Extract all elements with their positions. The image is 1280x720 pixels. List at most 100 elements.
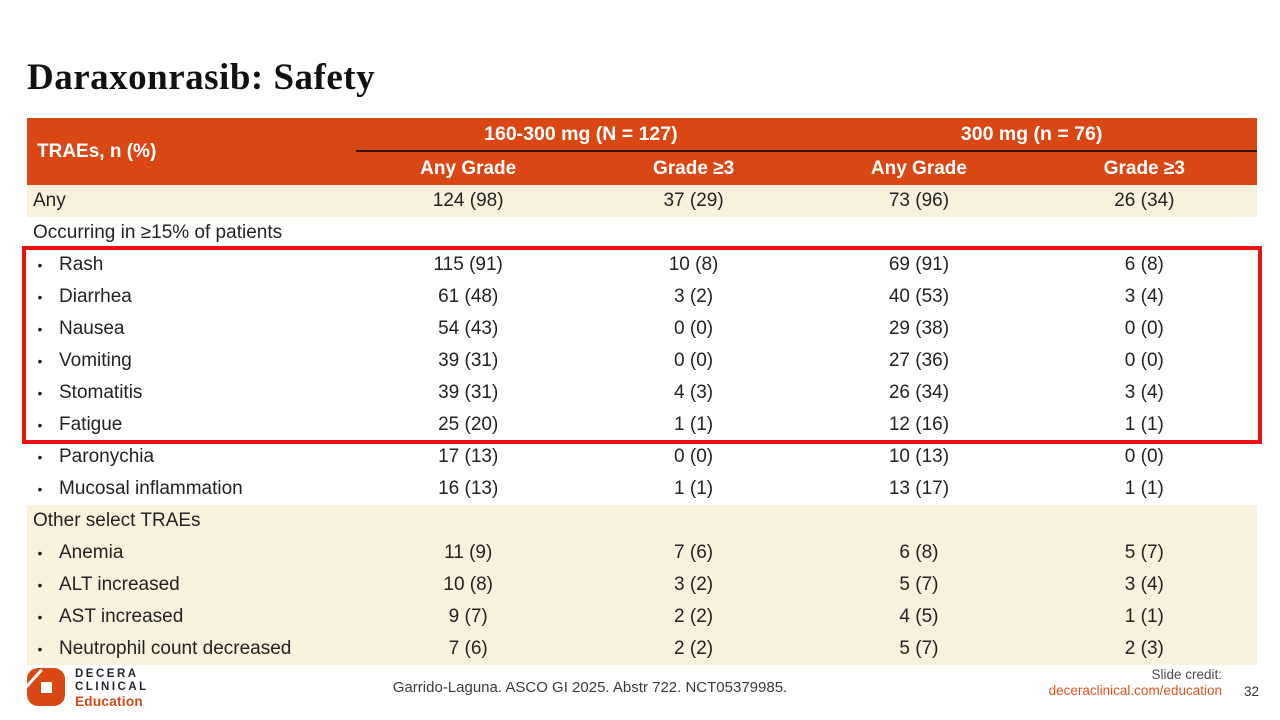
value-cell: 0 (0) (1031, 313, 1257, 345)
table-row: • Mucosal inflammation 16 (13) 1 (1) 13 (17)… (27, 473, 1257, 505)
value-cell: 7 (6) (580, 537, 807, 569)
value-cell: 73 (96) (806, 185, 1032, 217)
bullet-icon: • (37, 321, 43, 337)
row-label-text: Diarrhea (59, 286, 132, 307)
value-cell: 1 (1) (580, 473, 807, 505)
value-cell: 26 (34) (1031, 185, 1257, 217)
value-cell: 1 (1) (580, 409, 807, 441)
row-label: • Anemia (27, 537, 356, 569)
value-cell: 115 (91) (355, 249, 581, 281)
bullet-icon: • (37, 417, 43, 433)
table-row: • AST increased 9 (7) 2 (2) 4 (5) 1 (1) (27, 601, 1257, 633)
bullet-icon: • (37, 257, 43, 273)
subheader-grade3-1: Grade ≥3 (580, 151, 807, 185)
bullet-icon: • (37, 577, 43, 593)
value-cell: 25 (20) (355, 409, 581, 441)
row-label: • Rash (27, 249, 356, 281)
value-cell: 12 (16) (806, 409, 1032, 441)
value-cell: 1 (1) (1031, 409, 1257, 441)
row-label: Occurring in ≥15% of patients (27, 217, 1257, 249)
bullet-icon: • (37, 481, 43, 497)
row-label: • Diarrhea (27, 281, 356, 313)
section-row: Occurring in ≥15% of patients (27, 217, 1257, 249)
row-label-text: Vomiting (59, 350, 132, 371)
row-label: • Paronychia (27, 441, 356, 473)
row-label-text: Fatigue (59, 414, 123, 435)
value-cell: 3 (4) (1031, 569, 1257, 601)
value-cell: 26 (34) (806, 377, 1032, 409)
table-row: • Paronychia 17 (13) 0 (0) 10 (13) 0 (0) (27, 441, 1257, 473)
row-label-text: Occurring in ≥15% of patients (33, 222, 283, 243)
value-cell: 11 (9) (355, 537, 581, 569)
value-cell: 0 (0) (580, 345, 807, 377)
table-row: • Nausea 54 (43) 0 (0) 29 (38) 0 (0) (27, 313, 1257, 345)
row-label-text: Any (33, 190, 66, 211)
value-cell: 6 (8) (1031, 249, 1257, 281)
row-label-text: Stomatitis (59, 382, 143, 403)
value-cell: 40 (53) (806, 281, 1032, 313)
row-label: • Stomatitis (27, 377, 356, 409)
row-label-text: Paronychia (59, 446, 155, 467)
value-cell: 2 (2) (580, 601, 807, 633)
row-label-text: Neutrophil count decreased (59, 638, 292, 659)
value-cell: 0 (0) (580, 313, 807, 345)
traes-table-body: Any 124 (98) 37 (29) 73 (96) 26 (34) Occurrin… (27, 185, 1257, 665)
group-header-300mg: 300 mg (n = 76) (806, 118, 1257, 152)
value-cell: 27 (36) (806, 345, 1032, 377)
decera-logo: DECERA CLINICAL Education (23, 664, 149, 710)
row-label: • Mucosal inflammation (27, 473, 356, 505)
bullet-icon: • (37, 609, 43, 625)
row-label-text: Rash (59, 254, 104, 275)
table-row: • Vomiting 39 (31) 0 (0) 27 (36) 0 (0) (27, 345, 1257, 377)
bullet-icon: • (37, 545, 43, 561)
value-cell: 5 (7) (806, 569, 1032, 601)
slide-credit: Slide credit: deceraclinical.com/educati… (1049, 667, 1222, 699)
value-cell: 37 (29) (580, 185, 807, 217)
value-cell: 10 (8) (355, 569, 581, 601)
subheader-grade3-2: Grade ≥3 (1031, 151, 1257, 185)
value-cell: 124 (98) (355, 185, 581, 217)
page-title: Daraxonrasib: Safety (27, 57, 376, 98)
citation-text: Garrido-Laguna. ASCO GI 2025. Abstr 722.… (392, 679, 788, 696)
subheader-any-grade-2: Any Grade (806, 151, 1032, 185)
row-label: • Fatigue (27, 409, 356, 441)
value-cell: 3 (2) (580, 569, 807, 601)
value-cell: 1 (1) (1031, 601, 1257, 633)
row-label-text: AST increased (59, 606, 184, 627)
value-cell: 61 (48) (355, 281, 581, 313)
row-label: Other select TRAEs (27, 505, 1257, 537)
row-label-text: ALT increased (59, 574, 180, 595)
value-cell: 17 (13) (355, 441, 581, 473)
row-label: • Vomiting (27, 345, 356, 377)
slide-credit-link[interactable]: deceraclinical.com/education (1048, 682, 1222, 698)
bullet-icon: • (37, 385, 43, 401)
slide-credit-label: Slide credit: (1151, 667, 1222, 682)
value-cell: 4 (5) (806, 601, 1032, 633)
section-row: Other select TRAEs (27, 505, 1257, 537)
bullet-icon: • (37, 289, 43, 305)
table-row: • Neutrophil count decreased 7 (6) 2 (2) 5 (… (27, 633, 1257, 665)
bullet-icon: • (37, 449, 43, 465)
bullet-icon: • (37, 353, 43, 369)
table-row: • Diarrhea 61 (48) 3 (2) 40 (53) 3 (4) (27, 281, 1257, 313)
row-label: • Neutrophil count decreased (27, 633, 356, 665)
table-row: • Rash 115 (91) 10 (8) 69 (91) 6 (8) (27, 249, 1257, 281)
row-label: • ALT increased (27, 569, 356, 601)
group-header-160-300mg: 160-300 mg (N = 127) (355, 118, 807, 152)
value-cell: 2 (3) (1031, 633, 1257, 665)
value-cell: 6 (8) (806, 537, 1032, 569)
table-row: • ALT increased 10 (8) 3 (2) 5 (7) 3 (4) (27, 569, 1257, 601)
value-cell: 3 (4) (1031, 377, 1257, 409)
value-cell: 54 (43) (355, 313, 581, 345)
value-cell: 69 (91) (806, 249, 1032, 281)
row-label: Any (27, 185, 356, 217)
value-cell: 0 (0) (580, 441, 807, 473)
decera-logo-icon (23, 664, 66, 708)
row-label-text: Nausea (59, 318, 125, 339)
value-cell: 5 (7) (1031, 537, 1257, 569)
value-cell: 9 (7) (355, 601, 581, 633)
row-label: • Nausea (27, 313, 356, 345)
table-row: • Fatigue 25 (20) 1 (1) 12 (16) 1 (1) (27, 409, 1257, 441)
logo-line-education: Education (75, 694, 143, 710)
